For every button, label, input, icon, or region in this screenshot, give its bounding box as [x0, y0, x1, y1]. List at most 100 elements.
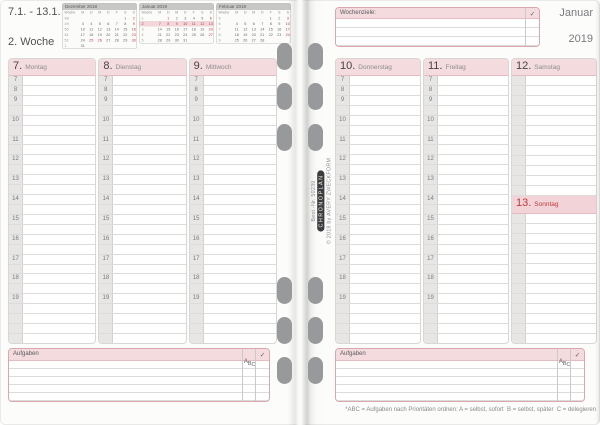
- weekday-label: Woche: [218, 11, 230, 15]
- weekday-label: F: [192, 11, 195, 15]
- schedule-row: [424, 284, 508, 295]
- schedule-row: 7: [9, 76, 96, 86]
- weekday-label: Woche: [64, 11, 76, 15]
- schedule-row: [336, 204, 420, 215]
- hour-gutter-cell: [336, 284, 350, 294]
- hour-label: 17: [9, 254, 23, 264]
- day-number-cell: 3: [81, 21, 84, 27]
- hour-gutter-cell: [336, 185, 350, 195]
- day-number-cell: 3: [184, 16, 187, 21]
- day-number-cell: 6: [107, 21, 110, 27]
- hour-label: 15: [189, 214, 204, 224]
- schedule-row: 12: [424, 155, 508, 166]
- week-number: 6: [218, 21, 221, 27]
- schedule-row: [99, 314, 186, 325]
- binder-hole: [308, 124, 323, 151]
- weekday-label: S: [278, 11, 281, 15]
- schedule-row: [189, 224, 276, 235]
- day-number-cell: [198, 38, 207, 44]
- day-header: 13. Sonntag: [512, 196, 596, 214]
- weekday-label: M: [252, 11, 256, 15]
- hour-gutter-cell: [99, 264, 114, 274]
- day-number-cell: 23: [277, 32, 282, 38]
- day-number: 10.: [340, 60, 356, 72]
- day-number-cell: 11: [191, 21, 196, 27]
- order-number: Best.-Nr. 50239: [310, 180, 316, 222]
- hour-label: 8: [424, 85, 438, 95]
- schedule-row: 11: [424, 135, 508, 146]
- day-number-cell: 25: [191, 32, 196, 38]
- binder-hole: [308, 43, 323, 70]
- schedule-row: [99, 324, 186, 334]
- schedule-row: [189, 284, 276, 295]
- day-number-cell: 8: [269, 21, 272, 27]
- hour-gutter-cell: [99, 333, 114, 343]
- hour-gutter-cell: [9, 333, 23, 343]
- hour-label: 14: [424, 195, 438, 204]
- schedule-row: [9, 105, 96, 116]
- hour-gutter-cell: [512, 324, 526, 333]
- day-number-cell: 15: [123, 27, 128, 32]
- hour-gutter-cell: [189, 185, 204, 195]
- weekday-label: F: [269, 11, 272, 15]
- hour-gutter-cell: [9, 165, 23, 175]
- day-number-cell: 4: [192, 16, 195, 21]
- day-number-cell: 20: [106, 32, 111, 38]
- hour-label: 19: [189, 294, 204, 304]
- hour-gutter-cell: [512, 254, 526, 263]
- day-number-cell: 5: [201, 16, 204, 21]
- page-edge: [595, 0, 600, 425]
- schedule-row: [512, 314, 596, 324]
- hour-gutter-cell: [512, 186, 526, 195]
- mini-calendar-december: Dezember 2018 Woche M D M D F S S 48 1 2 49 3 4 5 6 7 8 9 50…: [62, 3, 137, 52]
- mini-calendar-week-row: 49 3 4 5 6 7 8 9: [63, 21, 137, 27]
- day-number-cell: 18: [234, 32, 239, 38]
- schedule-row: 17: [424, 254, 508, 265]
- day-number-cell: 16: [174, 27, 179, 32]
- hour-gutter-cell: [424, 185, 438, 195]
- tasks-box-right: Aufgaben ABC ✓: [335, 348, 585, 402]
- check-column-divider: [525, 8, 526, 46]
- hour-gutter-cell: [189, 165, 204, 175]
- hour-gutter-cell: [512, 106, 526, 115]
- schedule-row: 17: [336, 254, 420, 265]
- priority-column-divider: [557, 349, 558, 401]
- schedule-row: [512, 146, 596, 156]
- weekday-label: M: [98, 11, 102, 15]
- hour-gutter-cell: [512, 244, 526, 253]
- week-number: 5: [218, 16, 221, 21]
- binder-hole: [308, 83, 323, 110]
- schedule-row: [512, 304, 596, 314]
- weekday-label: D: [89, 11, 93, 15]
- day-header: 11. Freitag: [424, 59, 508, 76]
- day-name: Mittwoch: [205, 64, 232, 71]
- hour-gutter-cell: [99, 185, 114, 195]
- hour-label: 11: [424, 135, 438, 145]
- week-number: 48: [64, 16, 69, 21]
- day-number-cell: 17: [183, 27, 188, 32]
- day-number-cell: 11: [89, 27, 94, 32]
- hour-gutter-cell: [424, 333, 438, 343]
- day-number-cell: 30: [131, 38, 136, 43]
- week-number: 7: [218, 27, 221, 32]
- schedule-row: 8: [9, 85, 96, 96]
- task-row: [336, 369, 584, 377]
- hour-label: 9: [336, 95, 350, 105]
- schedule-row: [512, 96, 596, 106]
- right-page-day-columns: 10. Donnerstag 7 8 9 10 11 12 13 14 15 16 17 18 19 11. F…: [335, 58, 597, 344]
- schedule-row: 9: [189, 95, 276, 106]
- schedule-row: [512, 176, 596, 186]
- schedule-row: 10: [9, 115, 96, 126]
- week-number-label: 2. Woche: [8, 36, 55, 48]
- day-number-cell: 18: [191, 27, 196, 32]
- binder-hole: [277, 357, 292, 384]
- hour-gutter-cell: [424, 284, 438, 294]
- schedule-row: 19: [9, 294, 96, 305]
- binder-hole: [308, 357, 323, 384]
- day-number-cell: 24: [285, 32, 290, 38]
- schedule-row: [512, 126, 596, 136]
- weekday-label: M: [175, 11, 179, 15]
- hour-gutter-cell: [99, 204, 114, 214]
- schedule-row: [512, 334, 596, 343]
- hour-label: 14: [336, 195, 350, 204]
